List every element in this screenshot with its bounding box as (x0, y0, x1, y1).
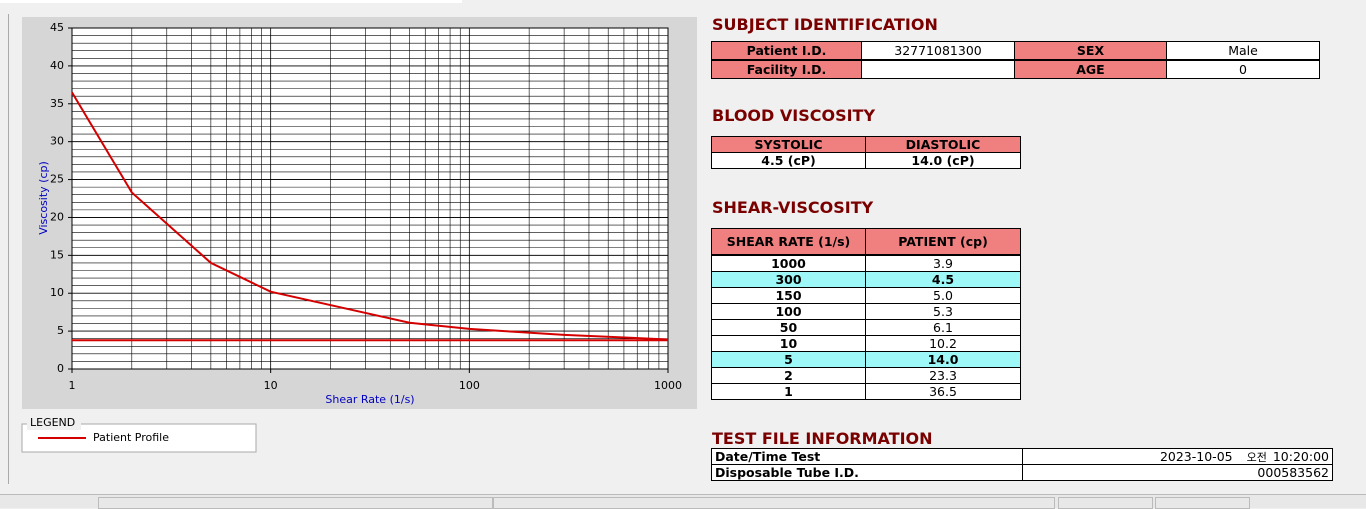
label-cell: Patient I.D. (711, 41, 862, 60)
y-tick-label: 0 (57, 362, 64, 375)
label-cell: SEX (1014, 41, 1167, 60)
date: 2023-10-05 (1159, 449, 1233, 464)
table-cell: 3.9 (865, 255, 1021, 272)
table-cell: 5 (711, 351, 866, 368)
status-bar (0, 494, 1366, 509)
x-tick-label: 1 (69, 379, 76, 392)
header-cell: SYSTOLIC (711, 136, 866, 153)
y-tick-label: 20 (50, 210, 64, 223)
table-cell: 14.0 (865, 351, 1021, 368)
label-cell: AGE (1014, 60, 1167, 79)
shear-title: SHEAR-VISCOSITY (712, 198, 874, 217)
x-tick-label: 1000 (654, 379, 682, 392)
table-cell: 5.0 (865, 287, 1021, 304)
header-cell: PATIENT (cp) (865, 228, 1021, 255)
status-pane (98, 497, 493, 509)
y-tick-label: 40 (50, 59, 64, 72)
x-axis-label: Shear Rate (1/s) (325, 393, 414, 406)
value-cell: 32771081300 (861, 41, 1015, 60)
value-cell (861, 60, 1015, 79)
table-cell: 1 (711, 383, 866, 400)
value-cell: 0 (1166, 60, 1320, 79)
ampm: 오전 (1246, 450, 1267, 464)
top-bar (0, 0, 462, 3)
table-cell: 1000 (711, 255, 866, 272)
y-tick-label: 45 (50, 21, 64, 34)
value-cell: 2023-10-05 오전 10:20:00 (1022, 448, 1333, 465)
y-tick-label: 25 (50, 173, 64, 186)
legend-label: Patient Profile (93, 431, 169, 444)
label-cell: Date/Time Test (711, 448, 1023, 465)
value-cell: 4.5 (cP) (711, 152, 866, 169)
chart: Shear Rate (1/s) Viscosity (cp) LEGEND 0… (21, 17, 697, 453)
legend-title-bg (27, 416, 81, 430)
time: 10:20:00 (1272, 449, 1329, 464)
table-cell: 300 (711, 271, 866, 288)
x-tick-label: 100 (459, 379, 480, 392)
test-title: TEST FILE INFORMATION (712, 429, 933, 448)
y-tick-label: 15 (50, 248, 64, 261)
x-tick-label: 10 (264, 379, 278, 392)
status-pane (1155, 497, 1250, 509)
y-tick-label: 30 (50, 135, 64, 148)
table-cell: 150 (711, 287, 866, 304)
table-cell: 100 (711, 303, 866, 320)
table-cell: 4.5 (865, 271, 1021, 288)
value-cell: 14.0 (cP) (865, 152, 1021, 169)
y-axis-label: Viscosity (cp) (37, 161, 50, 235)
plot-area (71, 27, 669, 370)
y-tick-label: 10 (50, 286, 64, 299)
data-line (71, 91, 669, 341)
y-tick-label: 5 (57, 324, 64, 337)
table-cell: 10 (711, 335, 866, 352)
y-tick-label: 35 (50, 97, 64, 110)
subject-title: SUBJECT IDENTIFICATION (712, 15, 938, 34)
label-cell: Facility I.D. (711, 60, 862, 79)
header-cell: DIASTOLIC (865, 136, 1021, 153)
status-pane (1058, 497, 1153, 509)
table-cell: 10.2 (865, 335, 1021, 352)
blood-title: BLOOD VISCOSITY (712, 106, 876, 125)
table-cell: 50 (711, 319, 866, 336)
label-cell: Disposable Tube I.D. (711, 464, 1023, 481)
table-cell: 23.3 (865, 367, 1021, 384)
table-cell: 2 (711, 367, 866, 384)
table-cell: 5.3 (865, 303, 1021, 320)
table-cell: 36.5 (865, 383, 1021, 400)
status-pane (493, 497, 1055, 509)
value-cell: Male (1166, 41, 1320, 60)
legend-title: LEGEND (30, 416, 75, 429)
header-cell: SHEAR RATE (1/s) (711, 228, 866, 255)
table-cell: 6.1 (865, 319, 1021, 336)
value-cell: 000583562 (1022, 464, 1333, 481)
frame (8, 14, 9, 484)
